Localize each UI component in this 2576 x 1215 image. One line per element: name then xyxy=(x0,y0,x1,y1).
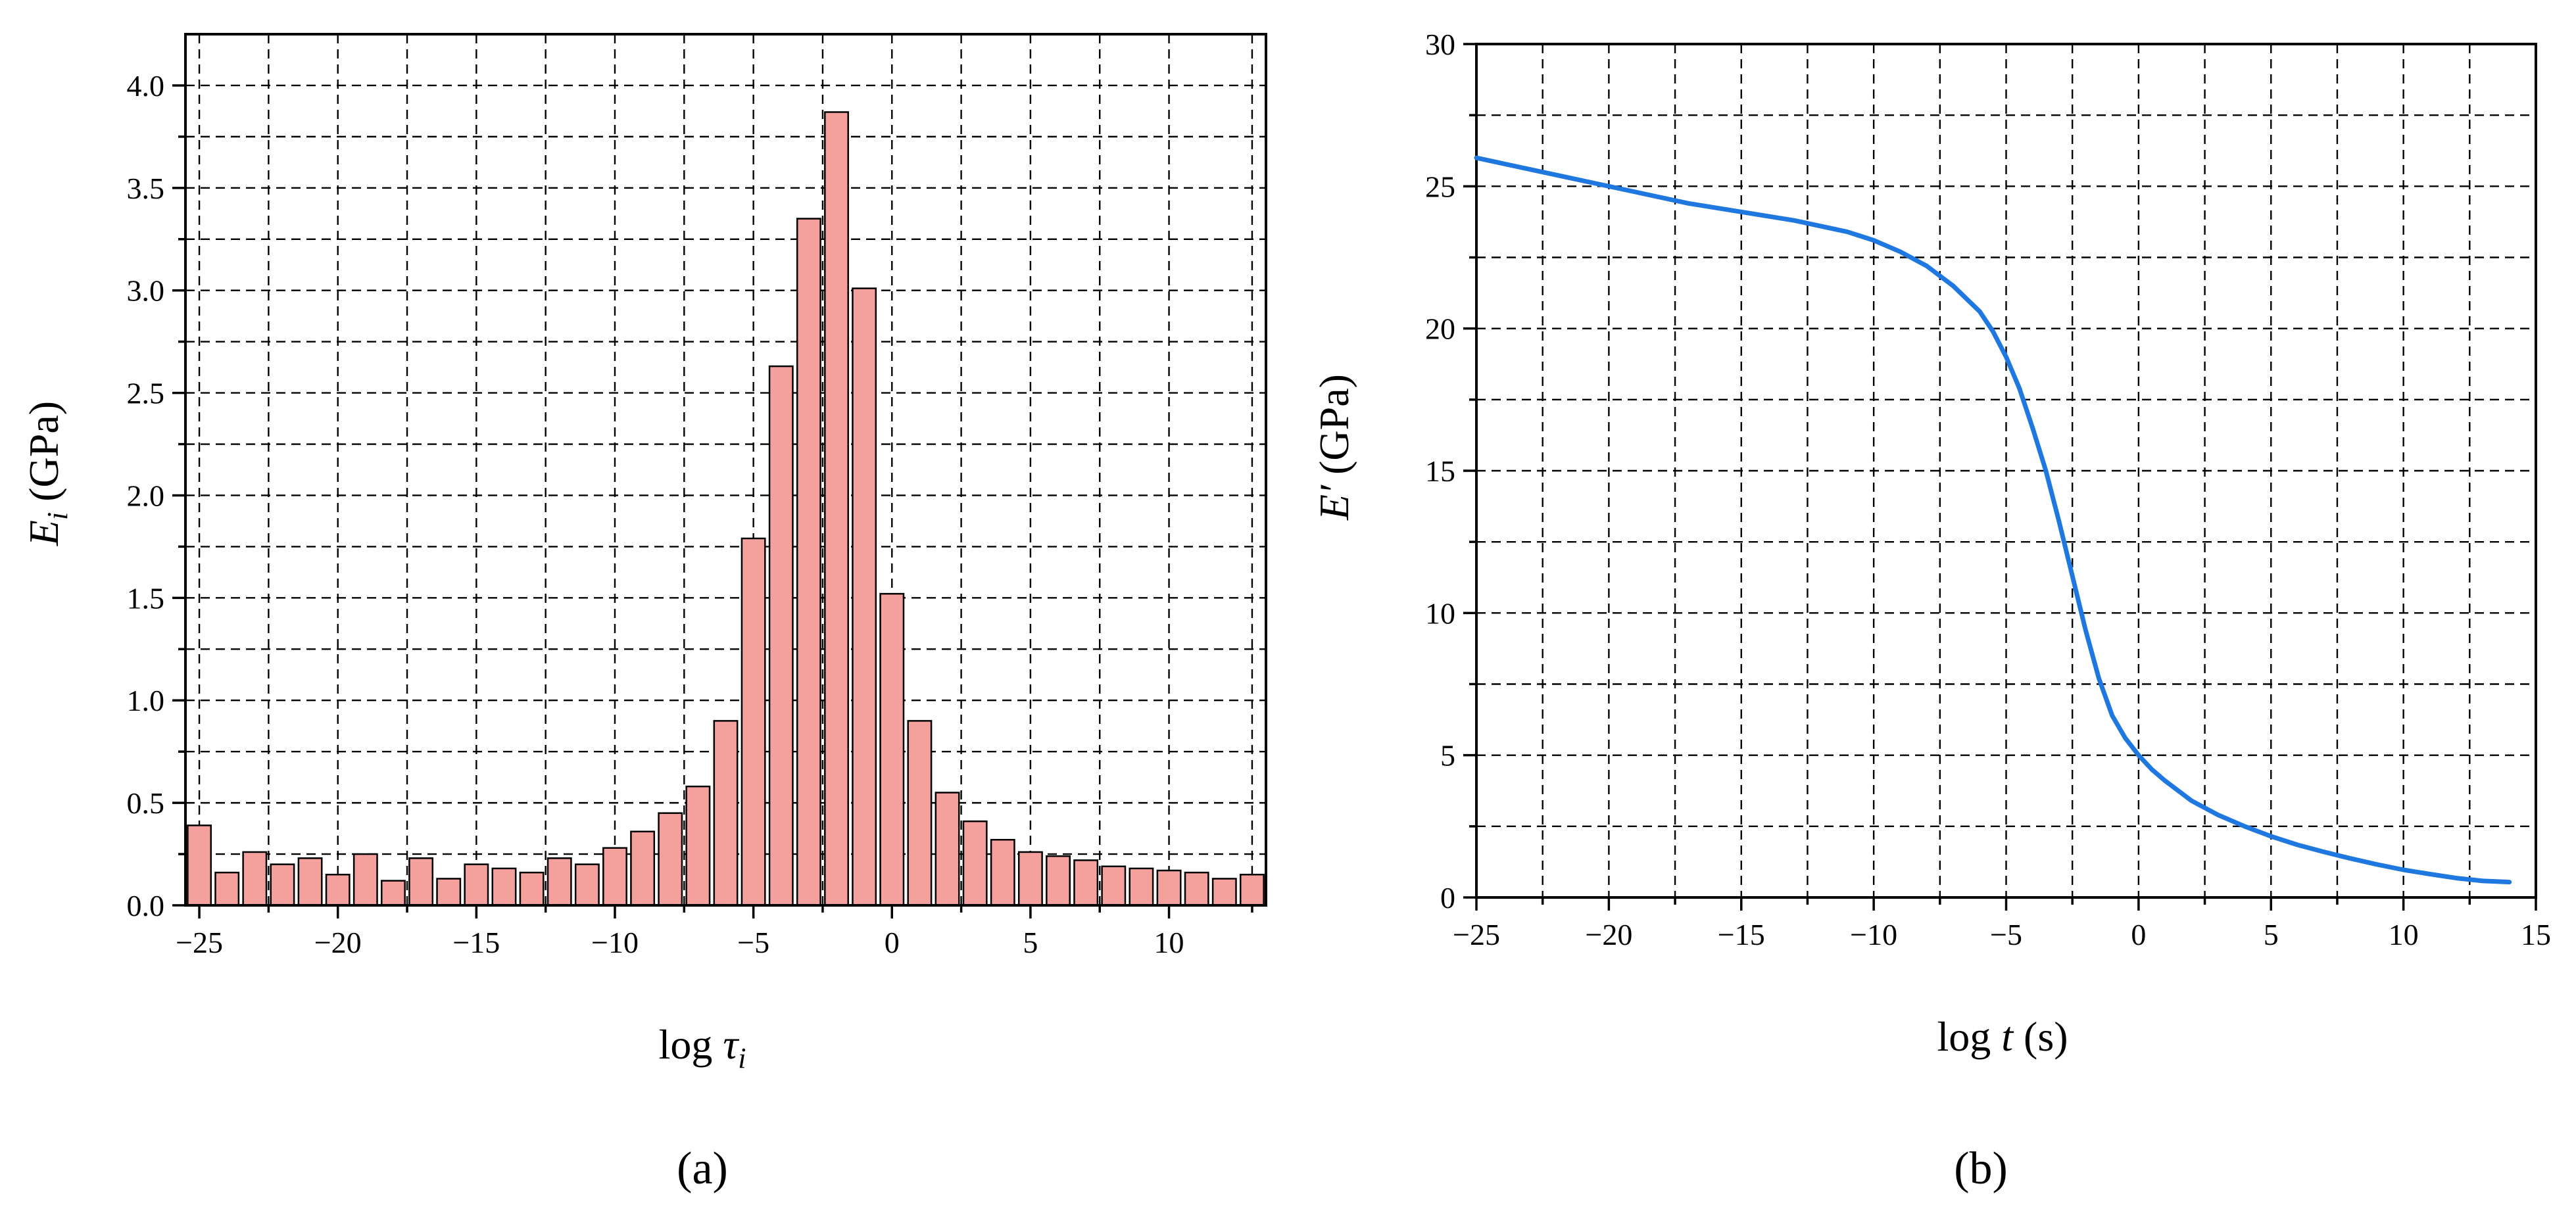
bar xyxy=(1017,851,1043,907)
bar-series-a xyxy=(187,111,1265,907)
plot-frame-a xyxy=(184,33,1267,907)
bar xyxy=(352,853,378,907)
bar xyxy=(464,863,489,907)
bar xyxy=(658,812,683,907)
panel-label-a: (a) xyxy=(677,1143,728,1194)
y-axis-title-a: Ei (GPa) xyxy=(20,401,74,546)
bar xyxy=(270,863,295,907)
y-tick-labels-a: 0.0 0.5 1.0 1.5 2.0 2.5 3.0 3.5 4.0 xyxy=(127,69,165,922)
bar xyxy=(935,792,960,907)
bar xyxy=(907,720,933,907)
bar xyxy=(1101,865,1127,907)
bar xyxy=(990,838,1015,907)
bar xyxy=(547,857,572,907)
bar xyxy=(962,820,988,907)
y-tick-label: 3.5 xyxy=(127,172,165,205)
bar xyxy=(602,847,627,907)
y-tick-label: 3.0 xyxy=(127,274,165,308)
bar xyxy=(1239,873,1265,907)
bar xyxy=(824,111,849,907)
y-tick-label: 2.0 xyxy=(127,479,165,512)
y-tick-labels-b: 0 5 10 15 20 25 30 xyxy=(1425,28,1455,915)
y-tick-label: 0.5 xyxy=(127,786,165,820)
x-tick-label: 5 xyxy=(2264,918,2279,951)
y-tick-label: 1.0 xyxy=(127,684,165,717)
x-tick-label: −10 xyxy=(1850,918,1897,951)
bar xyxy=(381,880,406,907)
bar xyxy=(297,857,323,907)
x-tick-label: −10 xyxy=(591,926,639,959)
bar xyxy=(491,867,517,907)
bar xyxy=(879,592,905,907)
x-tick-label: −5 xyxy=(737,926,769,959)
y-axis-title-b: E′ (GPa) xyxy=(1311,374,1357,521)
bar xyxy=(852,287,877,907)
bar xyxy=(630,830,656,907)
bar xyxy=(325,873,351,907)
gridlines-a xyxy=(185,34,1266,905)
y-tick-label: 1.5 xyxy=(127,581,165,615)
x-tick-label: −25 xyxy=(176,926,223,959)
x-axis-title-b: log t (s) xyxy=(1937,1013,2068,1060)
x-tick-label: 10 xyxy=(1154,926,1184,959)
x-tick-label: −20 xyxy=(314,926,362,959)
bar xyxy=(242,851,268,907)
x-tick-label: 0 xyxy=(2131,918,2146,951)
bar xyxy=(685,785,711,907)
bar xyxy=(1156,869,1182,907)
x-tick-labels-a: −25 −20 −15 −10 −5 0 5 10 xyxy=(176,926,1184,959)
bar xyxy=(768,365,794,907)
gridlines-b xyxy=(1476,44,2536,897)
x-tick-label: 10 xyxy=(2389,918,2419,951)
y-tick-label: 25 xyxy=(1425,170,1455,203)
x-tick-label: 0 xyxy=(885,926,900,959)
x-tick-label: −25 xyxy=(1453,918,1500,951)
bar xyxy=(574,863,600,907)
tick-marks-b xyxy=(1463,43,2537,911)
y-tick-label: 4.0 xyxy=(127,69,165,103)
x-axis-title-a: log τi xyxy=(659,1021,746,1074)
bar xyxy=(1073,859,1099,907)
bar xyxy=(1184,871,1209,907)
y-tick-label: 0.0 xyxy=(127,889,165,922)
bar xyxy=(214,871,240,907)
modulus-curve-line xyxy=(1474,155,2512,885)
x-tick-label: −20 xyxy=(1585,918,1632,951)
bar xyxy=(436,878,462,907)
x-tick-label: −5 xyxy=(1990,918,2022,951)
x-tick-label: −15 xyxy=(1718,918,1765,951)
y-tick-label: 0 xyxy=(1440,881,1455,915)
bar-chart-panel-a: −25 −20 −15 −10 −5 0 5 10 0.0 0.5 1.0 1.5 2.0 2.5 3.0… xyxy=(20,33,1267,1194)
y-tick-label: 30 xyxy=(1425,28,1455,61)
panel-label-b: (b) xyxy=(1954,1143,2008,1194)
bar xyxy=(187,824,212,907)
y-tick-label: 10 xyxy=(1425,596,1455,630)
bar xyxy=(796,218,821,907)
bar xyxy=(1046,855,1071,907)
bar xyxy=(713,720,739,907)
y-tick-label: 5 xyxy=(1440,739,1455,773)
y-tick-label: 20 xyxy=(1425,312,1455,346)
x-tick-label: −15 xyxy=(452,926,500,959)
x-tick-label: 15 xyxy=(2521,918,2551,951)
bar xyxy=(1129,867,1154,907)
x-tick-label: 5 xyxy=(1023,926,1038,959)
bar xyxy=(519,871,545,907)
line-chart-panel-b: −25 −20 −15 −10 −5 0 5 10 15 0 5 10 15 20 25 30 log t … xyxy=(1311,28,2551,1194)
bar xyxy=(408,857,434,907)
x-tick-labels-b: −25 −20 −15 −10 −5 0 5 10 15 xyxy=(1453,918,2551,951)
y-tick-label: 15 xyxy=(1425,454,1455,488)
bar xyxy=(1211,878,1237,907)
tick-marks-a xyxy=(172,84,1253,918)
y-tick-label: 2.5 xyxy=(127,377,165,410)
bar xyxy=(741,537,766,907)
